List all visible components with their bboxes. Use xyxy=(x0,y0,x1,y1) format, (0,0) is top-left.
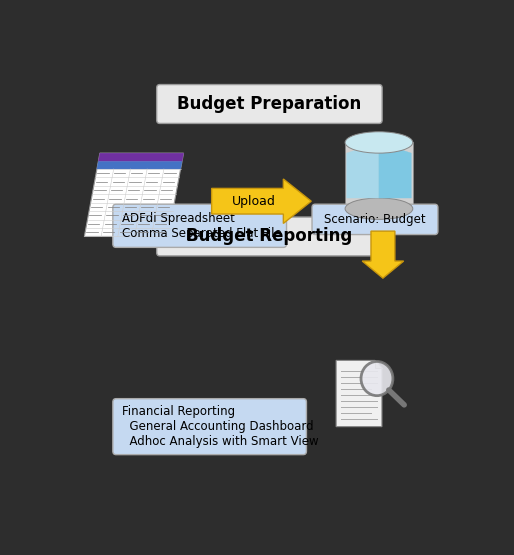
Polygon shape xyxy=(84,153,183,236)
Text: ADFdi Spreadsheet
Comma Separated Flat File: ADFdi Spreadsheet Comma Separated Flat F… xyxy=(122,212,282,240)
Text: Scenario: Budget: Scenario: Budget xyxy=(324,213,426,226)
Circle shape xyxy=(361,361,393,396)
Polygon shape xyxy=(345,143,413,209)
FancyBboxPatch shape xyxy=(113,398,306,455)
Polygon shape xyxy=(379,143,411,198)
Polygon shape xyxy=(362,231,403,278)
Ellipse shape xyxy=(345,132,413,153)
Ellipse shape xyxy=(345,198,413,219)
Text: Budget Preparation: Budget Preparation xyxy=(177,95,361,113)
Text: Financial Reporting
  General Accounting Dashboard
  Adhoc Analysis with Smart V: Financial Reporting General Accounting D… xyxy=(122,405,319,448)
Polygon shape xyxy=(98,153,183,162)
Polygon shape xyxy=(97,162,182,169)
Text: Budget Reporting: Budget Reporting xyxy=(186,228,353,245)
Text: Upload: Upload xyxy=(231,195,276,208)
FancyBboxPatch shape xyxy=(113,204,286,248)
Polygon shape xyxy=(336,360,382,427)
FancyBboxPatch shape xyxy=(157,217,382,256)
FancyBboxPatch shape xyxy=(312,204,438,235)
Polygon shape xyxy=(346,143,379,198)
Polygon shape xyxy=(375,360,382,368)
FancyBboxPatch shape xyxy=(157,84,382,123)
Polygon shape xyxy=(212,179,311,224)
